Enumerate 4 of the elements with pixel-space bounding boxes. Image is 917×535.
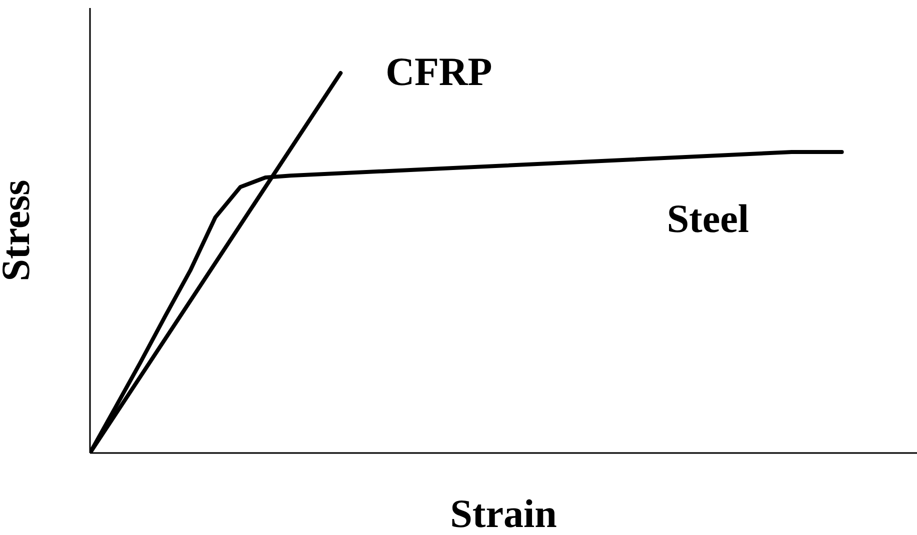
x-axis-title: Strain <box>450 491 557 535</box>
series-label: Steel <box>666 196 750 242</box>
y-axis-title: Stress <box>0 180 38 282</box>
series-label: CFRP <box>386 48 492 94</box>
